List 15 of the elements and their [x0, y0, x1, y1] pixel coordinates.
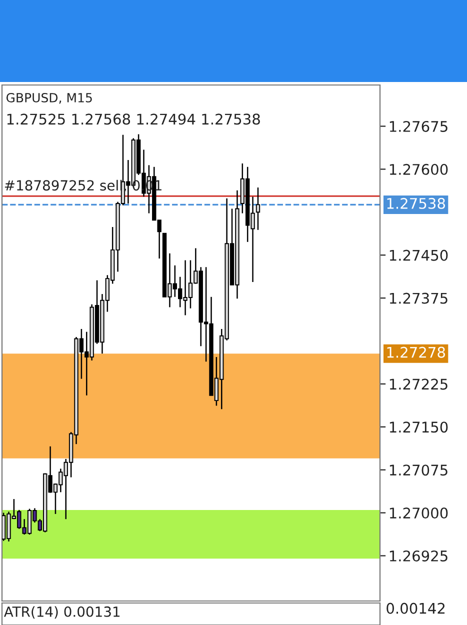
y-tick-label: 1.27450: [390, 250, 448, 261]
text: GBPUSD, M15: [6, 92, 92, 104]
y-tick-label: 1.27075: [390, 464, 448, 476]
y-tick-label: 1.27675: [390, 120, 448, 132]
y-tick-label: 1.27150: [390, 422, 448, 433]
y-tick-label: 1.27000: [390, 508, 448, 519]
y-tick-label: 1.26925: [390, 550, 448, 562]
ref-line-label: 1.27538: [387, 198, 445, 209]
text: 0.00142: [386, 602, 445, 614]
y-tick-label: 1.27375: [390, 292, 448, 304]
text: 1.27525 1.27568 1.27494 1.27538: [7, 114, 260, 125]
band-label: 1.27278: [387, 346, 445, 358]
y-tick-label: 1.27600: [390, 164, 448, 175]
text: ATR(14) 0.00131: [4, 606, 120, 619]
y-tick-label: 1.27225: [390, 378, 448, 390]
